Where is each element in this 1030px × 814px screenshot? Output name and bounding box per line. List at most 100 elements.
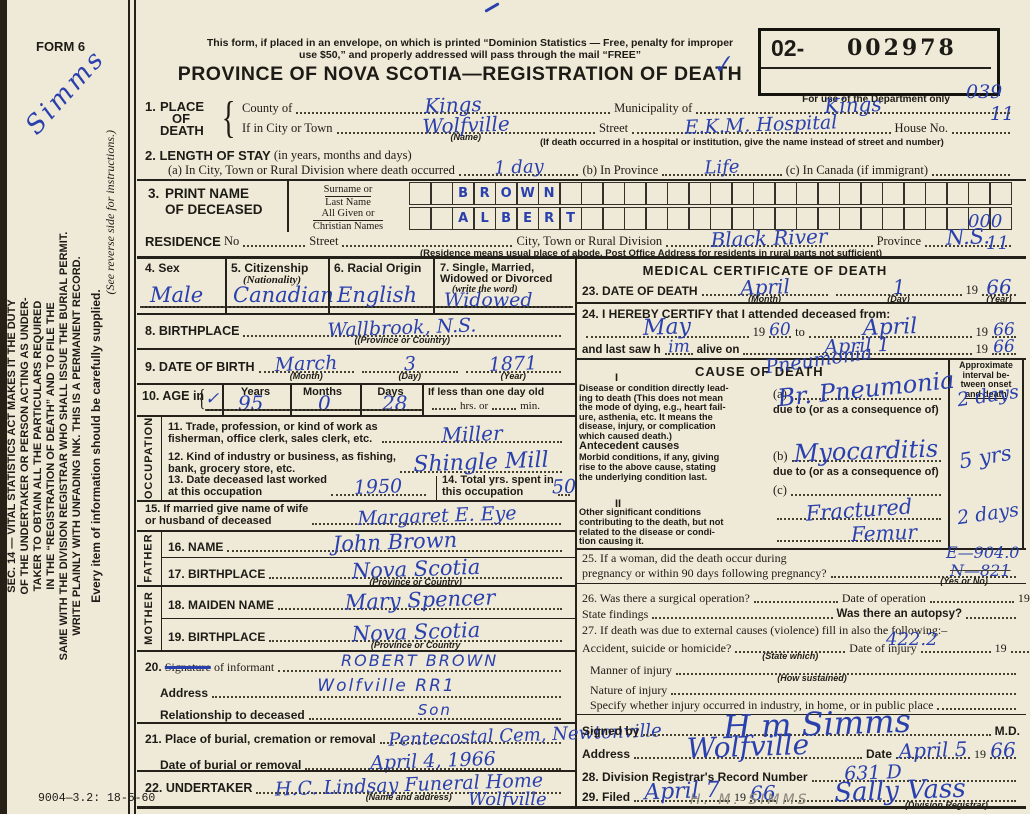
item1-label-1: PLACE [160,99,205,114]
county-field-line: Kings [296,92,611,118]
department-note: For use of the Department only [802,94,950,105]
item20-label-rest: of informant [213,659,275,674]
letter-cell [989,182,1012,205]
surname-sublabel-2: Last Name [325,195,371,208]
municipality-field-line: Kings [696,92,1011,118]
residence-province-field-line: N.S. [925,224,1011,250]
item12-label-1: 12. Kind of industry or business, as fis… [168,451,396,463]
item14-field-line: 50 [551,476,576,499]
residence-code-bottom: 11 [986,233,1009,254]
column-divider [575,256,577,806]
item9-day-line: 3 (Day) [362,353,458,381]
letter-cell [989,207,1012,230]
mail-notice-line1: This form, if placed in an envelope, on … [206,37,734,49]
letter-cell [559,182,582,205]
certify-year-prefix: 19 [974,746,986,761]
rule [1022,358,1024,548]
undertaker-line: H.C. Lindsay Funeral Home (Name and addre… [256,769,561,802]
house-no-field-line [952,132,1011,134]
cause-part2-text: Other significant conditions contributin… [579,507,771,547]
md-label: M.D. [994,723,1020,738]
father-side-text: FATHER [143,532,155,583]
letter-cell [408,207,432,230]
sec14-line: IN THE “REGISTRATION OF DEATH” AND TO FI… [45,302,57,590]
rule [137,722,575,724]
mother-maiden-value: Mary Spencer [344,585,496,615]
item13-value: 1950 [353,475,404,499]
county-label: County of [242,101,293,116]
letter-cell [408,182,432,205]
letter-cell [623,207,647,230]
injury-year-line [1010,651,1030,653]
letter-cell [580,182,604,205]
antecedent-line: rise to the above cause, stating [579,462,716,472]
last-saw-insert-line: im [664,337,693,358]
letter-cell [688,207,711,230]
rule [137,650,575,652]
residence-province-label: Province [876,234,921,249]
letter-cell: W [516,182,539,205]
last-saw-insert: im [667,336,690,358]
antecedent-line: Morbid conditions, if any, giving [579,452,720,462]
item14-value: 50 [551,475,577,499]
cause-part1-line: Disease or condition directly lead- [579,383,729,393]
last-saw-year-value: 66 [992,336,1016,358]
city-field-line: Wolfville (Name) [336,111,595,142]
cause-b-value: Myocarditis [793,434,939,468]
item12-field-line: Shingle Mill [399,447,562,477]
antecedent-line: the underlying condition last. [579,472,708,482]
death-day-line: 1 (Day) [835,275,962,304]
rule-heavy-bottom [137,806,1026,809]
item11-label-2: fisherman, office clerk, sales clerk, et… [168,433,373,445]
item2a-value: 1 day [493,156,544,180]
item1-label-3: DEATH [160,123,204,138]
item9-day-caption: (Day) [398,371,422,381]
filed-year-prefix: 19 [734,789,747,804]
letter-cell [645,207,668,230]
code-right-bottom: 11 [990,103,1015,125]
physician-address-line: Wolfville [634,728,862,765]
other-condition-line-2: Femur [777,520,941,546]
box-divider [761,67,991,69]
item8-field-line: Wallbrook, N.S. ((Province or Country) [243,315,561,345]
item8-caption: ((Province or Country) [354,335,450,345]
item12-label-2: bank, grocery store, etc. [168,463,296,475]
item10-years-value: 95 [238,391,264,415]
age-dotline [205,409,423,411]
physician-signature-line: H m Simms [643,702,991,746]
rule [225,258,227,313]
rule [137,585,575,587]
physician-address-value: Wolfville [686,728,810,766]
findings-line [652,617,833,619]
residence-no-label: No [223,234,240,249]
burial-date-line: April 4, 1966 [305,748,561,774]
interval-header-line: tween onset [960,379,1012,389]
cause-part2-no: II [615,498,622,510]
external-cause-code: 422.2 [886,629,938,650]
letter-cell [903,207,926,230]
other-condition-line-1: Fractured [777,494,941,526]
item5-value: Canadian [233,283,334,307]
cause-c-line [790,494,941,496]
given-sublabel: All Given or Christian Names [292,208,404,232]
letter-cell [860,182,883,205]
residence-label: RESIDENCE [145,233,221,249]
injury-year: 19 [994,640,1007,655]
item4-label: 4. Sex [145,261,180,275]
death-month-line: April (Month) [701,274,828,304]
scan-edge [0,0,7,814]
cause-part1-text: Disease or condition directly lead- ing … [579,383,771,442]
letter-cell [430,207,453,230]
informant-relationship-line: Son [308,701,561,720]
informant-address-line: Wolfville RR1 [212,677,561,698]
letter-cell: R [537,207,561,230]
rule-heavy [137,256,1026,259]
letter-cell: A [451,207,475,230]
certify-year-value: 66 [989,737,1017,763]
margin-rule-inner [134,0,136,814]
item20-no: 20. [145,659,162,674]
cause-part1-line: ing to death (This does not mean [579,392,723,403]
letter-cell: R [473,182,496,205]
letter-cell [924,182,948,205]
